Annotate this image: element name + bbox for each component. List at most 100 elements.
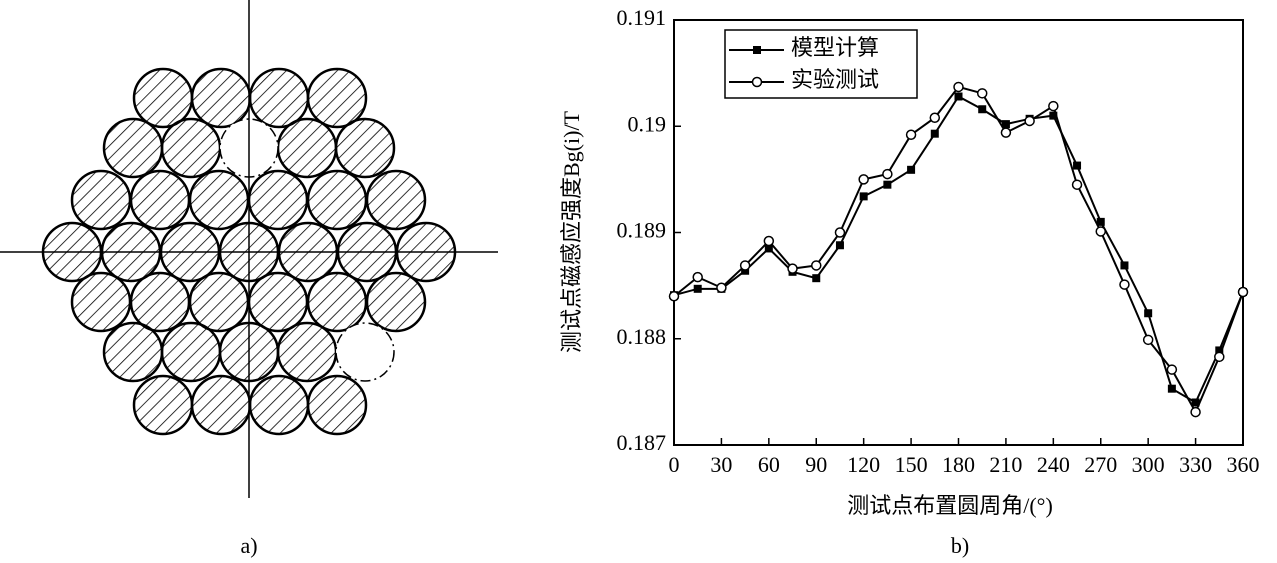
legend-label: 模型计算 (791, 35, 879, 60)
y-tick-label: 0.191 (617, 5, 667, 30)
x-tick-label: 270 (1084, 452, 1117, 477)
x-tick-label: 360 (1227, 452, 1260, 477)
x-tick-label: 0 (669, 452, 680, 477)
marker (905, 129, 917, 140)
strand (247, 169, 309, 231)
x-tick-label: 240 (1037, 452, 1070, 477)
marker (1167, 384, 1176, 393)
marker (978, 105, 987, 114)
strand (188, 169, 250, 231)
y-tick-label: 0.189 (617, 218, 667, 243)
marker (882, 168, 893, 180)
strand (276, 117, 338, 179)
marker (1024, 115, 1035, 127)
legend-box (724, 29, 918, 99)
x-tick-label: 210 (989, 452, 1022, 477)
x-axis-label: 测试点布置圆周角/(°) (847, 493, 1053, 518)
marker (930, 129, 939, 138)
marker (954, 92, 963, 101)
strand (188, 271, 250, 333)
strand (160, 117, 222, 179)
marker (751, 76, 763, 88)
strand (306, 169, 368, 231)
marker (763, 235, 775, 247)
y-tick-label: 0.187 (617, 430, 667, 455)
marker (929, 112, 941, 123)
strand (132, 374, 194, 436)
marker (1144, 309, 1153, 318)
x-tick-label: 180 (942, 452, 975, 477)
y-tick-label: 0.19 (628, 111, 667, 136)
marker (692, 271, 703, 283)
marker (834, 227, 846, 238)
marker (1215, 346, 1224, 355)
marker (668, 291, 680, 302)
marker (1096, 217, 1105, 226)
marker (953, 81, 964, 93)
marker (1214, 351, 1225, 363)
strand (334, 117, 396, 179)
x-tick-label: 300 (1132, 452, 1165, 477)
y-tick-label: 0.188 (617, 324, 667, 349)
marker (739, 260, 751, 271)
strand (276, 321, 338, 383)
marker (753, 46, 761, 54)
marker (1119, 279, 1130, 290)
marker (858, 174, 869, 185)
marker (1048, 100, 1059, 112)
marker (1001, 120, 1010, 129)
marker (787, 263, 798, 274)
legend-label: 实验测试 (791, 67, 879, 92)
marker (835, 241, 844, 250)
marker (859, 192, 868, 201)
strand (190, 374, 252, 436)
strand (365, 271, 427, 333)
marker (764, 244, 773, 253)
marker (907, 165, 916, 174)
marker (693, 284, 702, 293)
strand (102, 321, 164, 383)
series-line (673, 85, 1244, 415)
strand (160, 321, 222, 383)
marker (1000, 127, 1012, 138)
marker (1049, 111, 1058, 120)
x-tick-label: 30 (710, 452, 732, 477)
strand (248, 374, 310, 436)
strand (306, 67, 368, 129)
missing-strand (335, 322, 395, 382)
marker (1071, 179, 1083, 190)
x-tick-label: 120 (847, 452, 880, 477)
marker (883, 180, 892, 189)
marker (1190, 406, 1201, 418)
strand (132, 67, 194, 129)
strand (102, 117, 164, 179)
x-tick-label: 330 (1179, 452, 1212, 477)
marker (811, 260, 822, 271)
y-axis-label: 测试点磁感应强度Bg(i)/T (559, 110, 584, 353)
marker (1237, 286, 1249, 298)
strand (129, 169, 191, 231)
marker (716, 282, 727, 293)
strand (365, 169, 427, 231)
strand (190, 67, 252, 129)
x-tick-label: 150 (895, 452, 928, 477)
marker (1095, 226, 1106, 237)
marker (1120, 261, 1129, 270)
strand (129, 271, 191, 333)
marker (812, 274, 821, 283)
marker (741, 266, 750, 275)
strand-diagram (0, 0, 498, 498)
strand (306, 271, 368, 333)
marker (1191, 398, 1200, 407)
marker (976, 88, 988, 99)
strand (70, 271, 132, 333)
strand (248, 67, 310, 129)
x-tick-label: 90 (805, 452, 827, 477)
panel-label: b) (951, 533, 969, 558)
marker (1142, 334, 1154, 346)
x-tick-label: 60 (758, 452, 780, 477)
strand (247, 271, 309, 333)
strand (70, 169, 132, 231)
